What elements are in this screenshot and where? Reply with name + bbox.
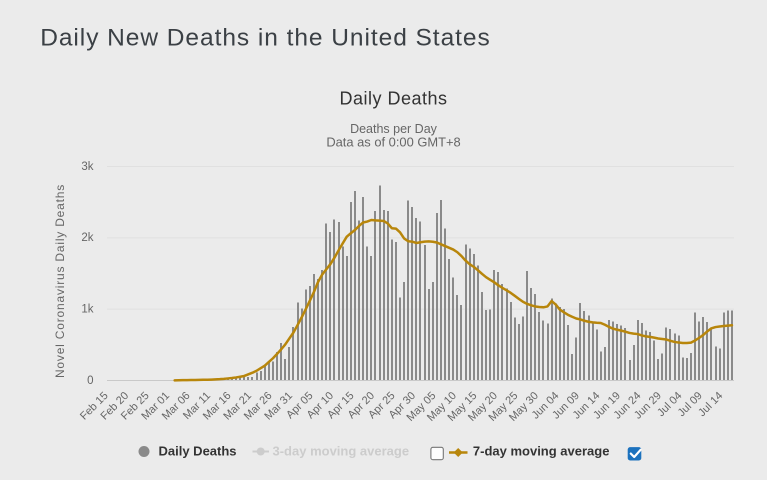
svg-text:Data as of 0:00 GMT+8: Data as of 0:00 GMT+8: [326, 135, 460, 150]
svg-text:Daily New Deaths in the United: Daily New Deaths in the United States: [40, 24, 491, 51]
svg-text:Daily Deaths: Daily Deaths: [339, 89, 447, 109]
svg-text:Daily Deaths: Daily Deaths: [159, 444, 237, 459]
svg-text:Novel Coronavirus Daily Deaths: Novel Coronavirus Daily Deaths: [53, 184, 67, 378]
svg-text:2k: 2k: [81, 232, 93, 244]
svg-text:7-day moving average: 7-day moving average: [473, 444, 610, 459]
svg-text:3k: 3k: [81, 161, 93, 173]
svg-text:1k: 1k: [81, 303, 93, 315]
svg-text:0: 0: [87, 375, 93, 387]
svg-text:3-day moving average: 3-day moving average: [273, 444, 410, 459]
